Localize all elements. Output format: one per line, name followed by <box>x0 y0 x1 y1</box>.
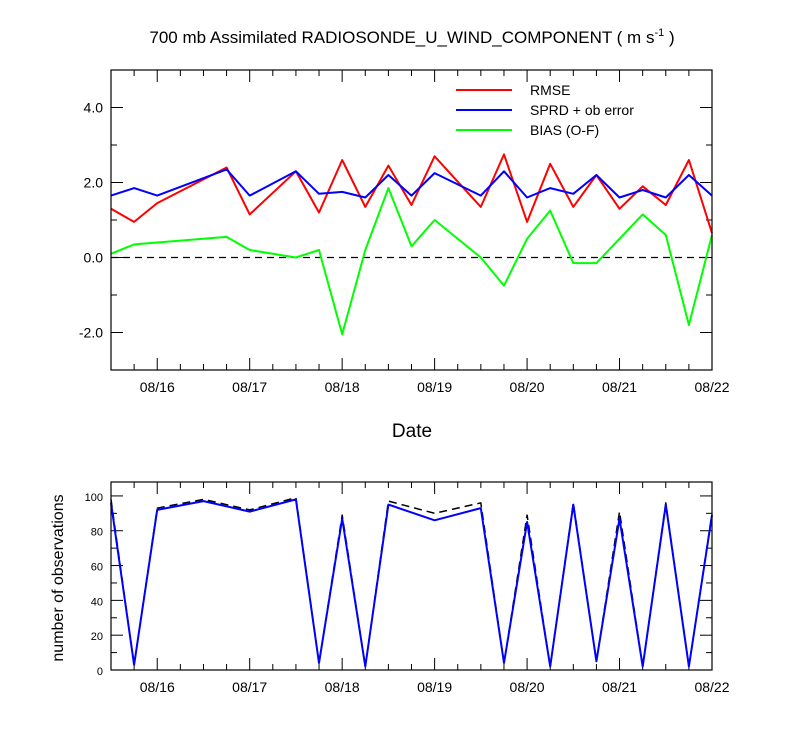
x-tick-label: 08/20 <box>510 679 545 695</box>
panel-1: 08/16 08/17 08/18 08/19 08/20 08/21 08/22 0 20 40… <box>85 481 730 695</box>
x-tick-label: 08/20 <box>510 379 545 395</box>
y-tick-label: -2.0 <box>79 325 103 341</box>
series-0-line <box>110 496 713 668</box>
chart-title: 700 mb Assimilated RADIOSONDE_U_WIND_COM… <box>149 27 674 47</box>
bottom-y-axis-label: number of observations <box>50 494 67 661</box>
x-tick-label: 08/17 <box>232 379 267 395</box>
series-1-line <box>110 498 713 668</box>
plot-frame <box>110 481 713 671</box>
y-tick-label: 100 <box>85 492 103 504</box>
y-tick-label: 20 <box>91 631 103 643</box>
series-sprd-ob-error-line <box>110 168 713 199</box>
y-tick-label: 4.0 <box>84 100 104 116</box>
top-x-axis-label: Date <box>392 421 432 442</box>
plot-frame <box>110 69 713 371</box>
x-tick-label: 08/18 <box>325 379 360 395</box>
legend-label: SPRD + ob error <box>530 102 634 118</box>
y-tick-label: 60 <box>91 562 103 574</box>
x-tick-label: 08/19 <box>417 679 452 695</box>
y-tick-label: 40 <box>91 596 103 608</box>
y-tick-label: 0 <box>97 666 103 678</box>
series-bias-o-f-line <box>110 187 713 336</box>
legend-label: RMSE <box>530 82 570 98</box>
x-tick-label: 08/21 <box>602 679 637 695</box>
x-tick-label: 08/21 <box>602 379 637 395</box>
y-tick-label: 2.0 <box>84 175 104 191</box>
y-tick-label: 0.0 <box>84 250 104 266</box>
x-tick-label: 08/19 <box>417 379 452 395</box>
legend: RMSE SPRD + ob error BIAS (O-F) <box>456 82 634 138</box>
series-rmse-line <box>110 153 713 234</box>
legend-label: BIAS (O-F) <box>530 122 599 138</box>
panel-0: 08/16 08/17 08/18 08/19 08/20 08/21 08/22 -2.0 0… <box>79 69 730 395</box>
x-tick-label: 08/16 <box>140 679 175 695</box>
x-tick-label: 08/18 <box>325 679 360 695</box>
x-tick-label: 08/22 <box>694 379 729 395</box>
x-tick-label: 08/16 <box>140 379 175 395</box>
x-tick-label: 08/17 <box>232 679 267 695</box>
y-tick-label: 80 <box>91 527 103 539</box>
x-tick-label: 08/22 <box>694 679 729 695</box>
